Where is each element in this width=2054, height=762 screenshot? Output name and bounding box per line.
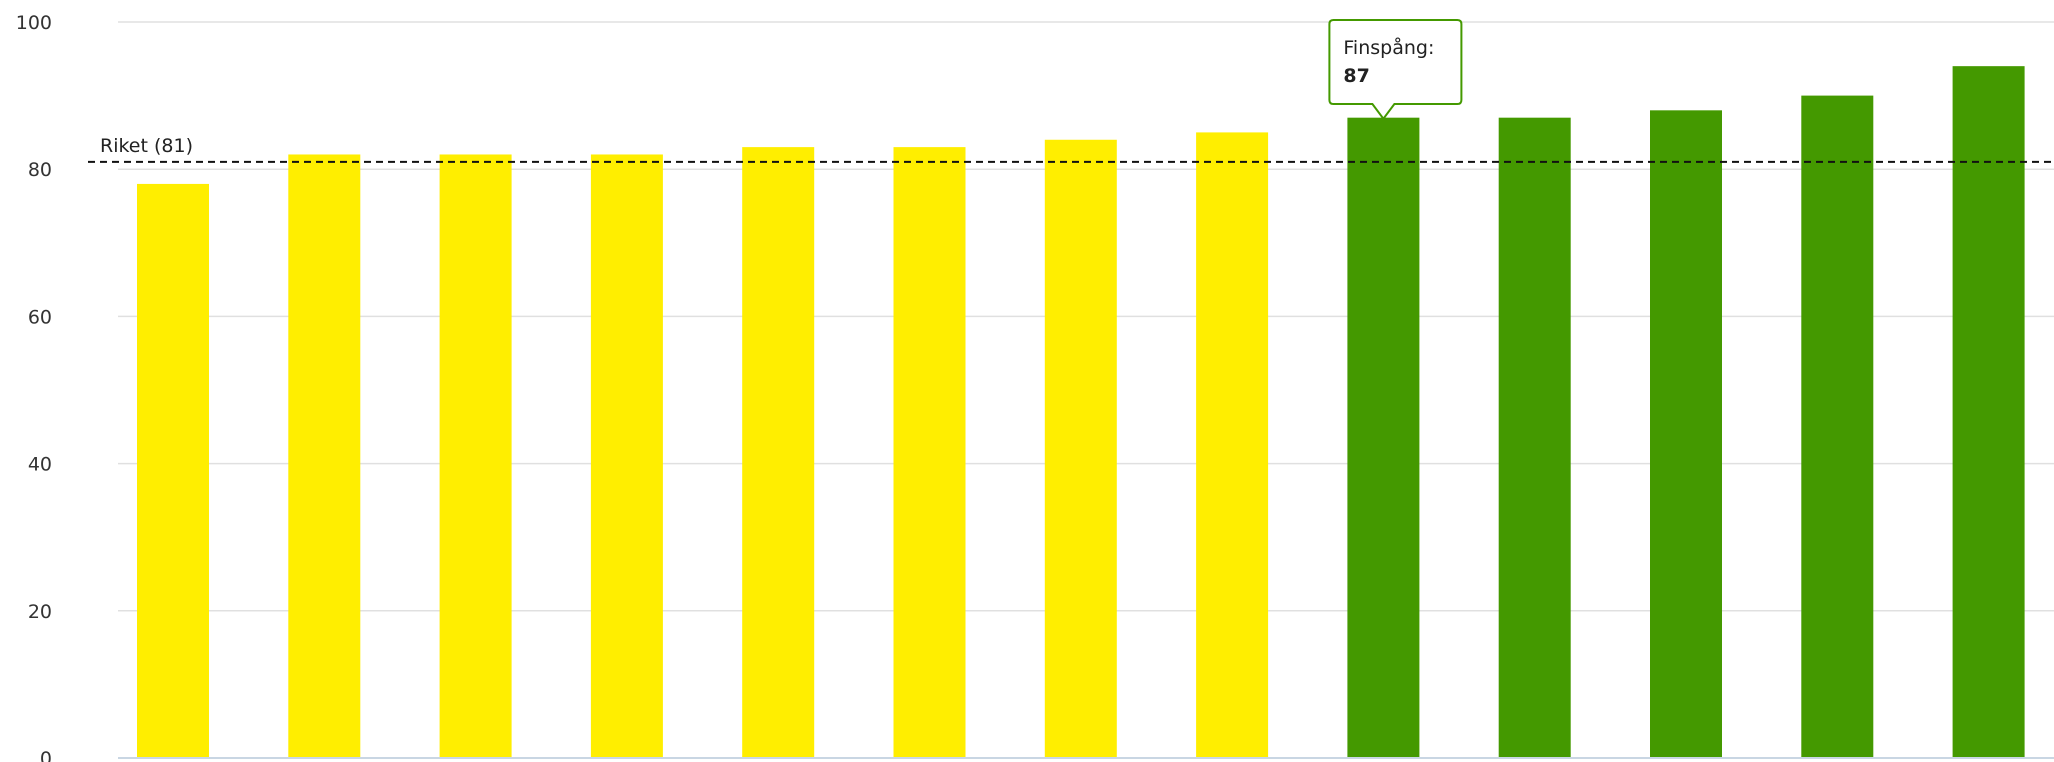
bar-7[interactable] xyxy=(1044,139,1117,758)
bar-6[interactable] xyxy=(893,147,966,758)
bar-13[interactable] xyxy=(1952,66,2025,758)
bar-9[interactable] xyxy=(1347,117,1420,759)
reference-line-group: Riket (81) xyxy=(88,135,2054,163)
bar-11[interactable] xyxy=(1650,110,1722,758)
tooltip-label: Finspång: xyxy=(1343,36,1434,59)
bar-2[interactable] xyxy=(288,154,361,759)
bar-4[interactable] xyxy=(590,154,663,759)
bars xyxy=(137,66,2025,759)
tooltip-box xyxy=(1328,19,1463,121)
y-axis-ticks: 0 20 40 60 80 100 xyxy=(16,12,52,762)
bar-10[interactable] xyxy=(1498,117,1571,759)
y-tick-label-20: 20 xyxy=(28,601,52,623)
reference-line-label: Riket (81) xyxy=(100,135,193,157)
bar-3[interactable] xyxy=(439,154,512,759)
y-tick-label-80: 80 xyxy=(28,159,52,181)
bar-12[interactable] xyxy=(1801,95,1874,759)
y-tick-label-60: 60 xyxy=(28,306,52,328)
y-tick-label-100: 100 xyxy=(16,12,52,34)
y-tick-label-0: 0 xyxy=(40,748,52,762)
y-tick-label-40: 40 xyxy=(28,454,52,476)
bar-8[interactable] xyxy=(1196,132,1269,758)
tooltip-value: 87 xyxy=(1343,65,1369,87)
bar-1[interactable] xyxy=(137,183,209,759)
bar-5[interactable] xyxy=(742,147,815,758)
tooltip: Finspång: 87 xyxy=(1328,19,1463,121)
